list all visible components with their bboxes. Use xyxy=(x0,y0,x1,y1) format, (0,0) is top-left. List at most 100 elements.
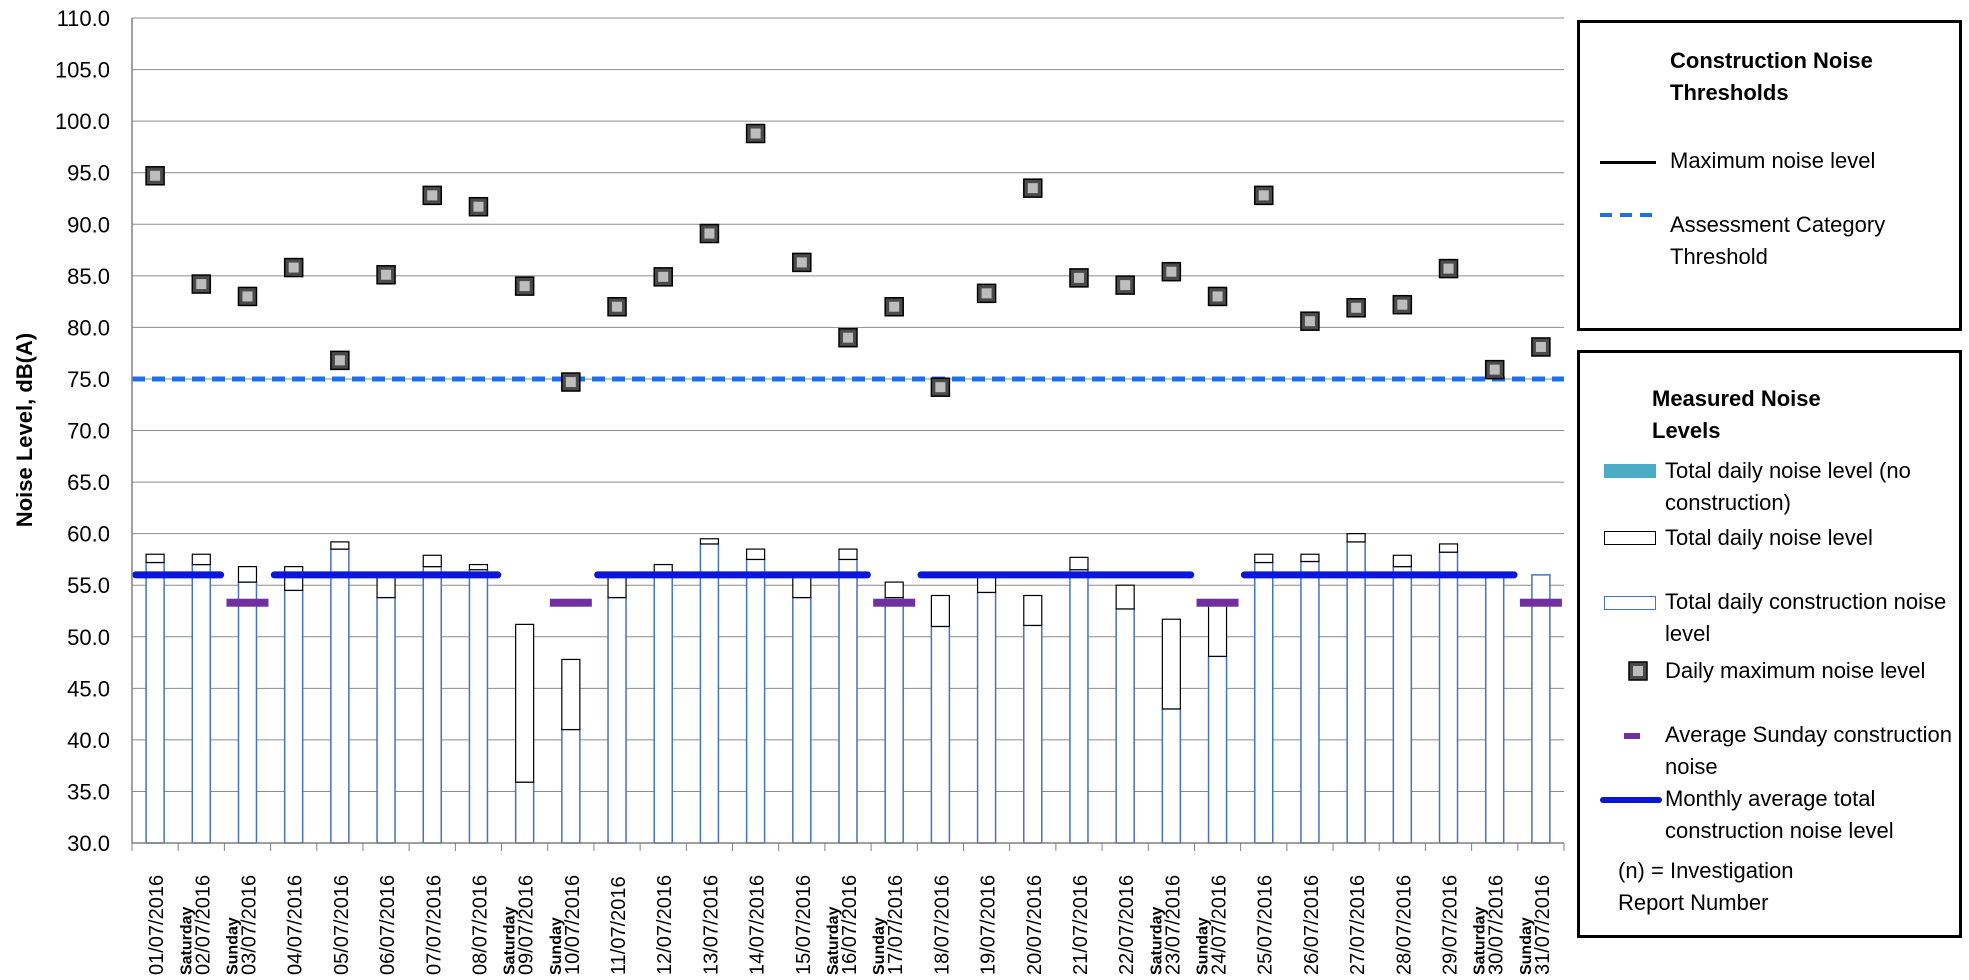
y-tick-label: 90.0 xyxy=(67,212,110,237)
daily-max-marker-inner xyxy=(150,170,161,181)
daily-max-marker-inner xyxy=(381,269,392,280)
x-day-label: Sunday xyxy=(224,917,241,975)
legend-thresholds: Construction Noise Thresholds Maximum no… xyxy=(1577,20,1962,331)
daily-max-marker-inner xyxy=(1535,341,1546,352)
x-tick-label: 28/07/2016 xyxy=(1393,875,1415,975)
daily-max-marker xyxy=(237,286,258,307)
y-tick-label: 55.0 xyxy=(67,573,110,598)
daily-max-marker xyxy=(330,350,350,371)
construction-noise-bar xyxy=(1392,565,1413,844)
x-tick-label: 19/07/2016 xyxy=(978,875,1000,975)
construction-noise-bar xyxy=(468,568,489,844)
daily-max-marker-inner xyxy=(1489,364,1500,375)
construction-noise-bar xyxy=(376,596,396,844)
x-tick-label: 17/07/2016 xyxy=(885,875,907,975)
construction-noise-bar xyxy=(283,589,304,844)
y-tick-label: 65.0 xyxy=(67,470,110,495)
daily-max-marker xyxy=(514,276,535,296)
daily-max-marker-inner xyxy=(1073,272,1084,283)
x-tick-label: 22/07/2016 xyxy=(1116,875,1138,975)
legend-measured-title: Measured Noise Levels xyxy=(1652,386,1821,443)
sunday-average-symbol xyxy=(1624,733,1640,739)
construction-bar-symbol xyxy=(1604,596,1656,610)
monthly-average-symbol xyxy=(1600,797,1662,803)
legend-item-daily-max: Daily maximum noise level xyxy=(1665,658,1926,683)
total-noise-bar xyxy=(237,566,258,583)
construction-noise-bar xyxy=(792,596,812,844)
total-noise-bar xyxy=(145,553,165,564)
total-noise-bar xyxy=(838,548,858,561)
construction-noise-bar xyxy=(607,596,627,844)
construction-noise-bar xyxy=(422,565,443,844)
y-tick-label: 70.0 xyxy=(67,419,110,444)
construction-noise-bar xyxy=(1069,568,1089,844)
x-day-label: Sunday xyxy=(1518,917,1535,975)
total-noise-bar xyxy=(284,566,304,591)
total-noise-bar xyxy=(1207,605,1228,657)
daily-max-marker-inner xyxy=(658,271,669,282)
legend-measured: Measured Noise Levels Total daily noise … xyxy=(1577,350,1962,938)
daily-max-marker-inner xyxy=(889,301,900,312)
construction-noise-bar xyxy=(930,625,951,844)
daily-max-marker xyxy=(1346,298,1366,318)
daily-max-marker xyxy=(607,297,627,317)
x-tick-label: 14/07/2016 xyxy=(747,875,769,975)
construction-noise-bar xyxy=(884,596,904,844)
legend-item-total-daily: Total daily noise level xyxy=(1665,525,1873,550)
x-tick-label: 29/07/2016 xyxy=(1440,875,1462,975)
daily-max-marker xyxy=(1253,185,1274,206)
construction-noise-bar xyxy=(514,781,535,844)
construction-noise-bar xyxy=(1346,541,1366,844)
x-day-label: Saturday xyxy=(1148,906,1165,975)
daily-max-marker xyxy=(1161,261,1182,282)
x-tick-label: 11/07/2016 xyxy=(608,876,630,975)
max-noise-line-symbol xyxy=(1600,161,1656,164)
x-tick-label: 08/07/2016 xyxy=(469,875,491,975)
y-tick-label: 35.0 xyxy=(67,779,110,804)
daily-max-marker-inner xyxy=(334,355,345,366)
legend-item-sunday-average: Average Sunday construction noise xyxy=(1665,722,1952,779)
x-day-label: Saturday xyxy=(825,906,842,975)
x-tick-label: 18/07/2016 xyxy=(931,875,953,975)
construction-noise-bar xyxy=(745,558,766,844)
x-tick-label: 07/07/2016 xyxy=(423,875,445,975)
y-tick-label: 95.0 xyxy=(67,161,110,186)
daily-max-marker-inner xyxy=(704,228,715,239)
x-tick-label: 16/07/2016 xyxy=(839,875,861,975)
total-noise-bar xyxy=(330,541,350,550)
y-tick-label: 60.0 xyxy=(67,522,110,547)
y-tick-label: 100.0 xyxy=(55,109,110,134)
x-day-label: Saturday xyxy=(178,906,195,975)
total-noise-bar xyxy=(561,658,581,731)
y-tick-label: 75.0 xyxy=(67,367,110,392)
construction-noise-bar xyxy=(1300,560,1320,844)
daily-max-marker xyxy=(191,274,212,294)
x-tick-label: 10/07/2016 xyxy=(562,875,584,975)
total-noise-bar xyxy=(1161,618,1181,710)
construction-noise-bar xyxy=(330,548,350,844)
total-noise-bar xyxy=(1023,594,1043,627)
construction-noise-bar xyxy=(191,563,212,844)
daily-max-marker xyxy=(1392,294,1413,315)
daily-max-marker xyxy=(884,297,904,317)
daily-max-marker xyxy=(1531,337,1551,357)
legend-item-monthly-average: Monthly average total construction noise… xyxy=(1665,786,1894,843)
x-tick-label: 12/07/2016 xyxy=(654,875,676,975)
x-tick-label: 30/07/2016 xyxy=(1486,875,1508,975)
daily-max-marker xyxy=(838,327,858,348)
daily-max-marker-inner xyxy=(1258,190,1269,201)
construction-noise-bar xyxy=(237,581,258,844)
x-day-label: Sunday xyxy=(1195,917,1212,975)
daily-max-marker-inner xyxy=(1120,280,1131,291)
x-tick-label: 23/07/2016 xyxy=(1162,875,1184,975)
daily-max-marker xyxy=(976,283,997,304)
legend-item-assessment-threshold: Assessment Category Threshold xyxy=(1670,212,1886,269)
x-tick-label: 09/07/2016 xyxy=(516,875,538,975)
total-noise-bar xyxy=(1300,553,1320,563)
daily-max-marker xyxy=(283,257,304,278)
x-day-label: Sunday xyxy=(548,917,565,975)
total-noise-bar xyxy=(746,548,766,561)
x-tick-label: 02/07/2016 xyxy=(192,875,214,975)
daily-max-marker xyxy=(422,185,443,206)
daily-max-marker xyxy=(1069,268,1089,288)
